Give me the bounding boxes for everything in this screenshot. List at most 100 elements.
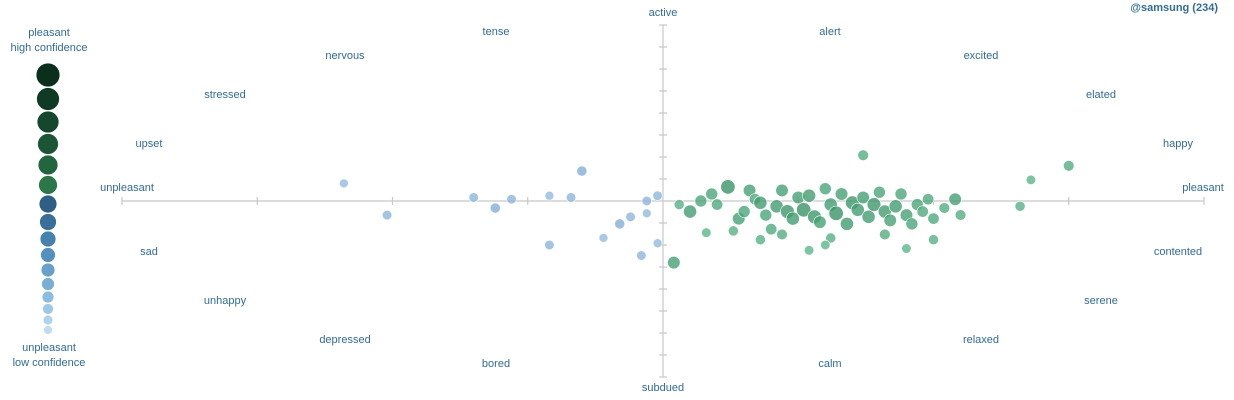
data-point[interactable] — [775, 183, 789, 198]
axes — [121, 24, 1205, 378]
label-happy: happy — [1163, 138, 1193, 150]
data-point[interactable] — [753, 195, 768, 210]
emotion-labels: active subdued unpleasant pleasant tense… — [100, 7, 1224, 394]
data-point[interactable] — [667, 256, 681, 270]
data-point[interactable] — [720, 179, 736, 195]
data-point[interactable] — [673, 199, 685, 210]
data-point[interactable] — [873, 185, 886, 199]
label-excited: excited — [964, 50, 999, 62]
data-point[interactable] — [614, 218, 626, 230]
legend-bubble — [40, 262, 56, 278]
data-point[interactable] — [866, 197, 882, 212]
label-elated: elated — [1086, 89, 1116, 101]
account-label[interactable]: @samsung (234) — [1130, 2, 1218, 14]
data-point[interactable] — [598, 233, 609, 243]
data-point[interactable] — [901, 243, 912, 254]
data-point[interactable] — [928, 234, 939, 246]
label-nervous: nervous — [325, 50, 365, 62]
label-relaxed: relaxed — [963, 334, 999, 346]
data-point[interactable] — [711, 198, 724, 211]
legend-bubble — [39, 230, 57, 248]
legend-bubble — [41, 277, 55, 291]
data-point[interactable] — [1014, 200, 1026, 212]
label-active: active — [649, 7, 678, 19]
label-unpleasant: unpleasant — [100, 182, 154, 194]
data-point[interactable] — [754, 234, 766, 246]
data-point[interactable] — [922, 193, 935, 206]
data-point[interactable] — [705, 187, 718, 201]
data-point[interactable] — [927, 212, 940, 225]
data-point[interactable] — [905, 217, 919, 231]
data-point[interactable] — [701, 227, 712, 238]
data-point[interactable] — [825, 232, 837, 244]
data-points — [339, 149, 1075, 270]
data-point[interactable] — [641, 195, 652, 207]
label-pleasant: pleasant — [1182, 182, 1224, 194]
data-point[interactable] — [820, 239, 831, 251]
legend-bubble — [36, 110, 60, 134]
data-point[interactable] — [883, 213, 897, 227]
data-point[interactable] — [565, 192, 577, 203]
axis-ticks — [121, 24, 1205, 378]
confidence-legend: pleasant high confidence unpleasant low … — [10, 27, 87, 369]
data-point[interactable] — [1063, 160, 1075, 172]
data-point[interactable] — [803, 245, 815, 256]
legend-bubble — [42, 303, 54, 315]
data-point[interactable] — [802, 188, 816, 203]
data-point[interactable] — [506, 194, 517, 205]
data-point[interactable] — [818, 182, 832, 195]
legend-bubble — [41, 290, 55, 304]
data-point[interactable] — [544, 239, 555, 251]
legend-bubble — [43, 325, 53, 335]
data-point[interactable] — [894, 187, 908, 201]
data-point[interactable] — [857, 149, 869, 161]
legend-top-line1: pleasant — [28, 27, 70, 39]
data-point[interactable] — [544, 190, 555, 201]
data-point[interactable] — [834, 187, 849, 201]
data-point[interactable] — [636, 250, 647, 261]
label-serene: serene — [1084, 295, 1118, 307]
data-point[interactable] — [796, 202, 812, 218]
data-point[interactable] — [625, 211, 636, 222]
legend-top-line2: high confidence — [10, 42, 87, 54]
data-point[interactable] — [683, 204, 697, 219]
data-point[interactable] — [776, 228, 788, 241]
data-point[interactable] — [879, 228, 891, 241]
data-point[interactable] — [576, 165, 588, 177]
label-sad: sad — [140, 246, 158, 258]
legend-bubble — [40, 247, 56, 263]
legend-bubble — [38, 175, 58, 195]
data-point[interactable] — [948, 192, 962, 206]
legend-bubble — [35, 62, 61, 88]
data-point[interactable] — [694, 194, 708, 208]
data-point[interactable] — [1025, 174, 1036, 185]
data-point[interactable] — [840, 216, 854, 231]
data-point[interactable] — [759, 208, 773, 222]
legend-bubble-scale — [35, 62, 61, 335]
label-unhappy: unhappy — [204, 295, 247, 307]
label-alert: alert — [819, 26, 840, 38]
data-point[interactable] — [938, 202, 951, 214]
data-point[interactable] — [727, 225, 739, 237]
data-point[interactable] — [765, 223, 778, 236]
data-point[interactable] — [861, 209, 876, 224]
data-point[interactable] — [652, 238, 663, 249]
data-point[interactable] — [468, 192, 479, 203]
legend-bottom-line2: low confidence — [13, 357, 86, 369]
data-point[interactable] — [828, 205, 844, 221]
data-point[interactable] — [652, 190, 663, 201]
legend-bubble — [42, 314, 54, 326]
data-point[interactable] — [813, 215, 827, 229]
data-point[interactable] — [888, 199, 903, 214]
data-point[interactable] — [916, 205, 929, 218]
data-point[interactable] — [954, 209, 967, 221]
data-point[interactable] — [381, 209, 393, 221]
data-point[interactable] — [737, 205, 751, 218]
data-point[interactable] — [339, 178, 349, 189]
label-contented: contented — [1154, 246, 1202, 258]
data-point[interactable] — [641, 208, 652, 219]
data-point[interactable] — [850, 202, 865, 217]
data-point[interactable] — [489, 202, 501, 214]
data-point[interactable] — [856, 190, 870, 205]
data-point[interactable] — [785, 211, 800, 226]
